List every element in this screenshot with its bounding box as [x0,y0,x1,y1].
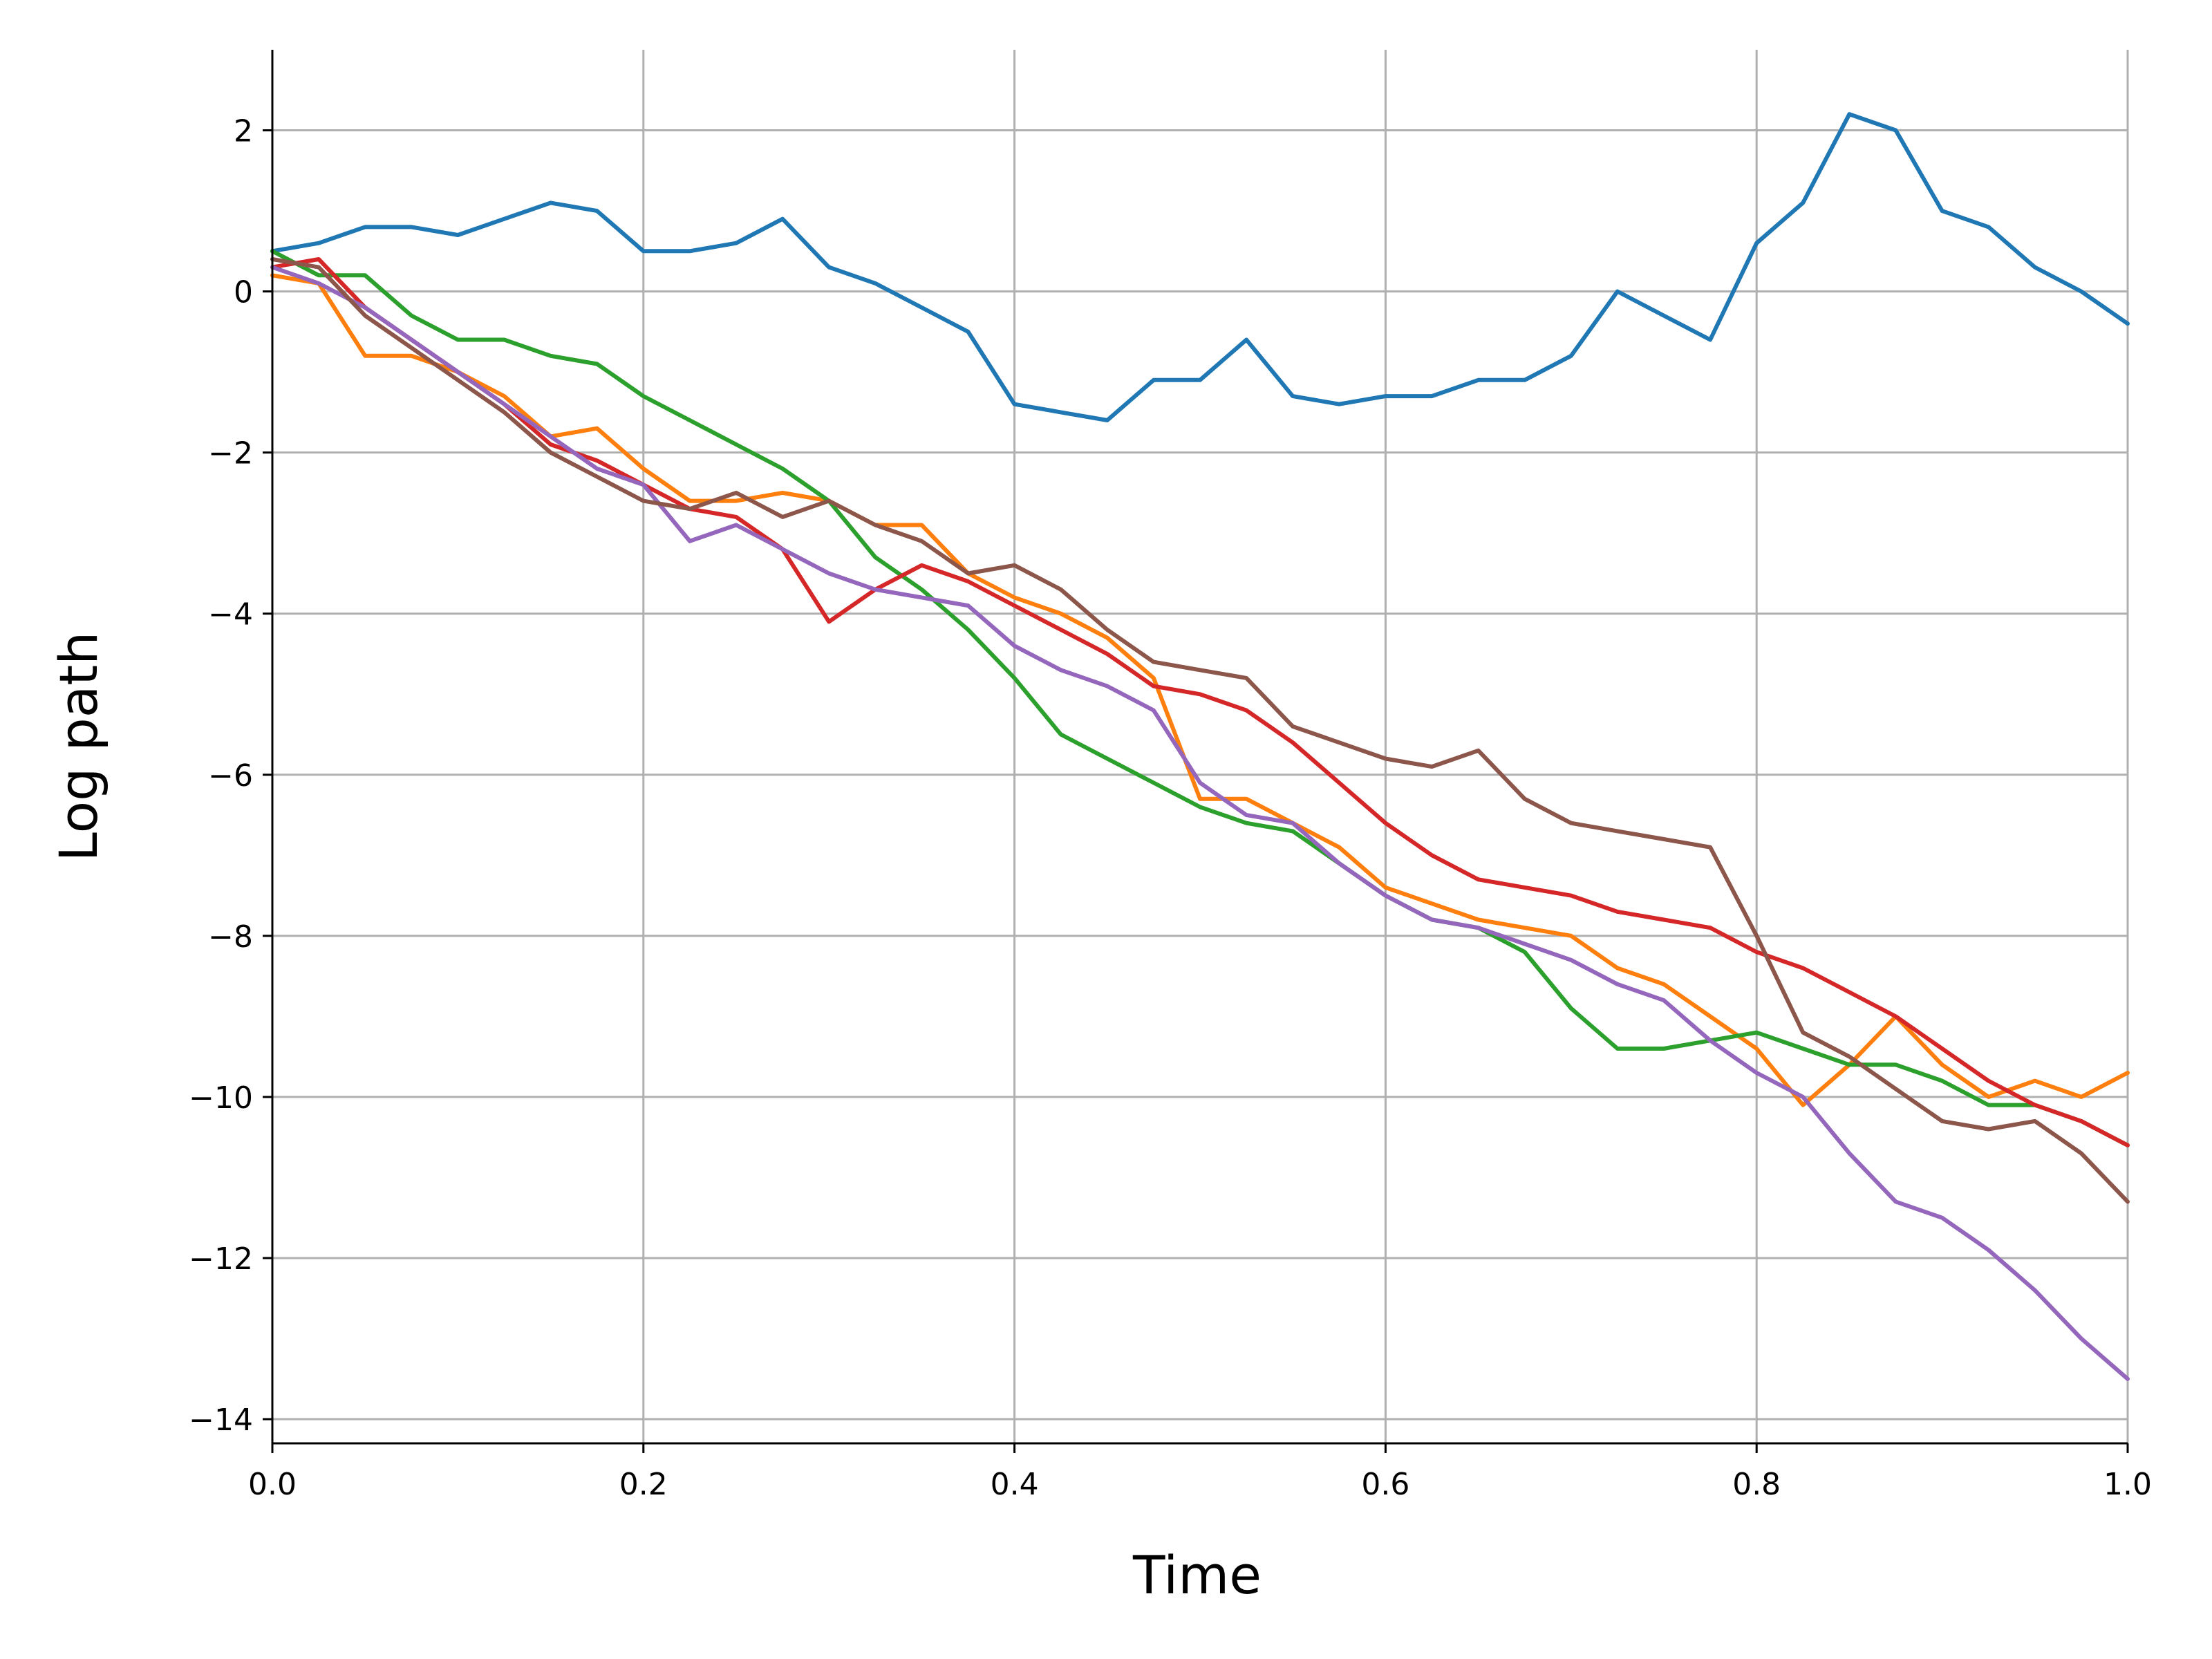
y-tick-label: 2 [234,114,253,149]
x-tick-label: 0.0 [248,1467,297,1502]
y-tick-label: −12 [189,1241,253,1277]
y-tick-label: −4 [208,597,253,632]
x-axis-title: Time [1132,1544,1262,1606]
axes [263,50,2129,1453]
tick-labels: 0.0 0.2 0.4 0.6 0.8 1.0 2 0 −2 −4 −6 −8 −10 −12 −14 [189,114,2152,1502]
y-tick-label: −14 [189,1403,253,1438]
y-tick-label: −2 [208,436,253,471]
y-tick-label: −8 [208,919,253,955]
y-tick-label: 0 [234,275,253,310]
x-tick-label: 0.8 [1732,1467,1781,1502]
y-tick-label: −10 [189,1080,253,1116]
x-tick-label: 0.6 [1361,1467,1409,1502]
series-line-3 [270,249,2130,1147]
x-tick-label: 1.0 [2103,1467,2152,1502]
x-tick-label: 0.4 [991,1467,1039,1502]
y-axis-title: Log path [48,632,109,862]
grid [271,50,2129,1443]
series-line-5 [270,265,2130,1381]
y-tick-label: −6 [208,758,253,794]
series-line-4 [270,257,2130,1147]
series-line-2 [270,273,2130,1107]
series-lines [270,112,2130,1381]
series-line-6 [270,257,2130,1204]
x-tick-label: 0.2 [619,1467,668,1502]
series-line-1 [270,112,2130,422]
